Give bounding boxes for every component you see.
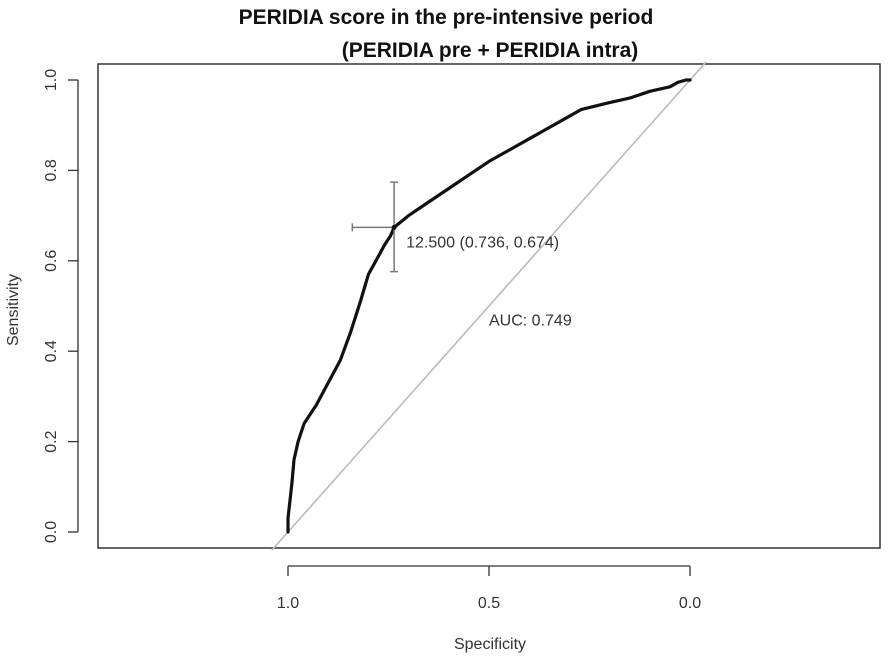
chart-title: PERIDIA score in the pre-intensive perio… — [239, 6, 654, 29]
reference-diagonal-line — [271, 61, 707, 551]
y-tick-label: 0.2 — [43, 430, 60, 452]
y-axis-label: Sensitivity — [5, 274, 22, 346]
threshold-point — [391, 224, 397, 230]
auc-label: AUC: 0.749 — [489, 313, 572, 330]
axes: 0.0 0.2 0.4 0.6 0.8 1.0 1.0 0.5 0.0 — [43, 63, 881, 612]
chart-subtitle: (PERIDIA pre + PERIDIA intra) — [342, 39, 639, 62]
y-tick-label: 0.0 — [43, 521, 60, 543]
y-tick-label: 0.4 — [43, 340, 60, 362]
roc-curve-line — [286, 78, 692, 534]
threshold-label: 12.500 (0.736, 0.674) — [406, 234, 559, 251]
y-tick-label: 0.6 — [43, 250, 60, 272]
x-axis-label: Specificity — [454, 636, 526, 653]
y-tick-label: 0.8 — [43, 159, 60, 181]
plot-frame — [97, 63, 881, 549]
x-tick-label: 1.0 — [277, 595, 299, 612]
x-tick-label: 0.5 — [478, 595, 500, 612]
chart-marks — [271, 61, 707, 551]
x-tick-label: 0.0 — [679, 595, 701, 612]
y-tick-label: 1.0 — [43, 69, 60, 91]
